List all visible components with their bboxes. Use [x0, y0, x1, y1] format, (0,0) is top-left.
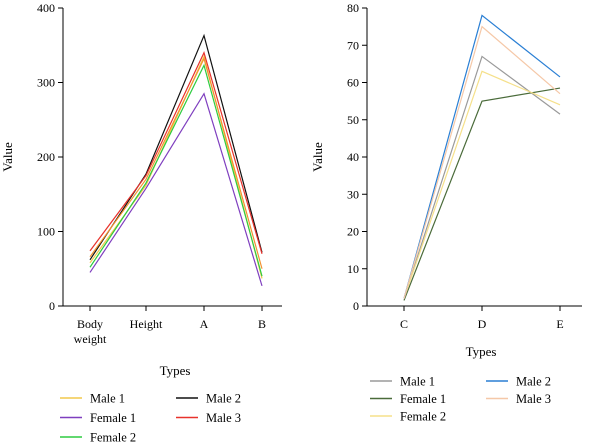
series-line-female-1 [89, 92, 263, 287]
y-axis-title: Value [310, 142, 325, 172]
x-tick-label: B [258, 317, 266, 331]
legend-label: Female 2 [400, 410, 446, 424]
series-line-male-3 [89, 51, 263, 255]
y-tick-label: 10 [347, 262, 359, 276]
x-tick-label: C [400, 317, 408, 331]
series-line-male-3 [403, 25, 561, 299]
legend-label: Male 3 [516, 392, 551, 406]
x-tick-label: D [478, 317, 487, 331]
y-tick-label: 60 [347, 76, 359, 90]
legend-label: Male 2 [516, 375, 551, 389]
y-tick-label: 30 [347, 187, 359, 201]
y-tick-label: 100 [37, 225, 55, 239]
y-axis-title: Value [0, 142, 15, 172]
legend-label: Male 1 [90, 392, 125, 406]
series-line-female-1 [403, 87, 561, 301]
y-tick-label: 70 [347, 38, 359, 52]
y-tick-label: 50 [347, 113, 359, 127]
x-tick-label: E [556, 317, 563, 331]
y-tick-label: 0 [353, 299, 359, 313]
legend-label: Male 2 [206, 392, 241, 406]
x-tick-label: Body weight [74, 317, 107, 346]
y-tick-label: 20 [347, 225, 359, 239]
y-tick-label: 300 [37, 76, 55, 90]
legend-label: Female 1 [90, 411, 136, 425]
x-tick-label: A [200, 317, 209, 331]
series-line-unlabeled [89, 56, 263, 269]
series-line-male-2 [89, 33, 263, 261]
left-chart-panel: 0 100 200 300 400 Body weight Height A B Value Type… [0, 1, 282, 445]
y-tick-label: 400 [37, 1, 55, 15]
legend-label: Female 1 [400, 392, 446, 406]
series-line-female-2 [403, 70, 561, 299]
series-line-male-1 [89, 54, 263, 279]
legend-label: Female 2 [90, 431, 136, 445]
right-chart-panel: 0 10 20 30 40 50 60 70 80 C D E Value Types Male 1 Fema… [310, 1, 582, 424]
x-axis-title: Types [466, 344, 497, 359]
y-tick-label: 40 [347, 150, 359, 164]
legend: Male 1 Female 1 Female 2 Male 2 Male 3 [370, 375, 551, 424]
x-tick-label: Height [130, 317, 163, 331]
y-tick-label: 200 [37, 150, 55, 164]
legend-label: Male 1 [400, 375, 435, 389]
series-line-female-2 [89, 63, 263, 277]
series-line-male-1 [403, 55, 561, 299]
y-tick-label: 80 [347, 1, 359, 15]
x-axis-title: Types [160, 363, 191, 378]
legend-label: Male 3 [206, 411, 241, 425]
legend: Male 1 Female 1 Female 2 Male 2 Male 3 [60, 392, 241, 445]
y-tick-label: 0 [49, 299, 55, 313]
series-line-male-2 [403, 14, 561, 299]
